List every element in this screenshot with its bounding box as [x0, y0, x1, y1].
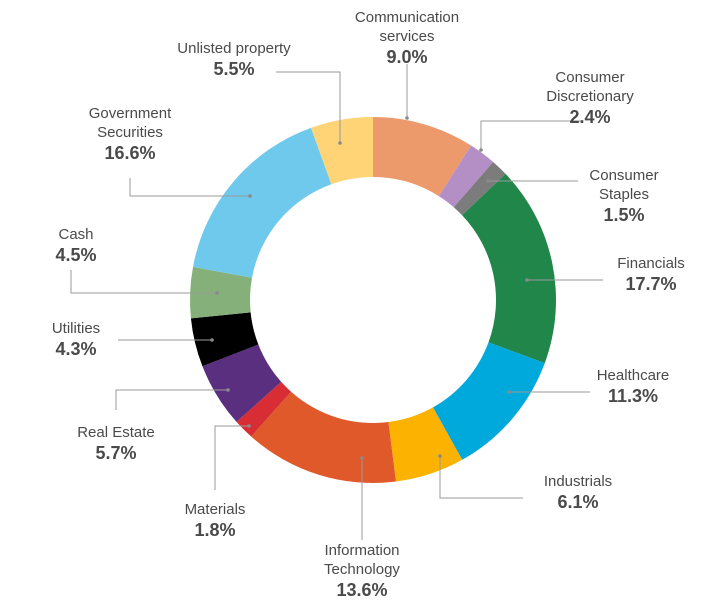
slice-label-materials: Materials	[185, 501, 246, 518]
slice-value-unlisted-property: 5.5%	[213, 59, 254, 79]
leader-dot-government-securities	[248, 194, 252, 198]
slice-label-financials: Financials	[617, 255, 685, 272]
leader-line-consumer-discretionary	[480, 120, 582, 150]
slice-utilities	[190, 312, 259, 367]
leader-dot-healthcare	[507, 390, 511, 394]
leader-lines	[70, 64, 603, 540]
leader-dot-real-estate	[226, 388, 230, 392]
slice-labels: Communication services 9.0% Consumer Discret…	[52, 9, 685, 600]
leader-line-real-estate	[115, 389, 228, 410]
slice-unlisted-property	[311, 117, 373, 185]
leader-dot-consumer-discretionary	[479, 148, 483, 152]
slice-government-securities	[193, 127, 332, 278]
slice-materials	[236, 381, 292, 437]
slice-value-information-technology: 13.6%	[336, 580, 387, 600]
slice-value-government-securities: 16.6%	[104, 143, 155, 163]
leader-dot-materials	[247, 424, 251, 428]
slice-label-consumer-staples: Staples	[599, 186, 649, 203]
slice-label-real-estate: Real Estate	[77, 424, 155, 441]
leader-line-cash	[70, 270, 217, 294]
slice-communication-services	[373, 117, 472, 197]
slice-label-consumer-discretionary: Discretionary	[546, 88, 634, 105]
leader-dot-financials	[525, 278, 529, 282]
leader-dot-information-technology	[360, 456, 364, 460]
slice-label-industrials: Industrials	[544, 473, 612, 490]
leader-dot-cash	[215, 291, 219, 295]
slice-value-healthcare: 11.3%	[608, 386, 658, 406]
slice-value-consumer-staples: 1.5%	[603, 205, 644, 225]
slice-value-industrials: 6.1%	[557, 492, 598, 512]
slice-financials	[462, 173, 556, 364]
slice-label-consumer-discretionary: Consumer	[555, 69, 624, 86]
leader-line-unlisted-property	[276, 71, 341, 143]
slice-label-information-technology: Information	[324, 542, 399, 559]
slice-label-government-securities: Securities	[97, 124, 163, 141]
slice-label-consumer-staples: Consumer	[589, 167, 658, 184]
slice-label-communication-services: services	[379, 28, 434, 45]
slice-healthcare	[432, 342, 545, 460]
slice-label-utilities: Utilities	[52, 320, 100, 337]
slice-label-healthcare: Healthcare	[597, 367, 670, 384]
leader-dot-unlisted-property	[338, 141, 342, 145]
leader-line-materials	[214, 425, 249, 490]
slice-real-estate	[202, 344, 282, 422]
donut-slices	[190, 117, 556, 483]
slice-value-communication-services: 9.0%	[386, 47, 427, 67]
slice-label-unlisted-property: Unlisted property	[177, 40, 291, 57]
slice-industrials	[388, 407, 463, 482]
slice-value-financials: 17.7%	[625, 274, 676, 294]
slice-consumer-staples	[453, 161, 506, 216]
leader-line-industrials	[439, 456, 523, 499]
slice-label-information-technology: Technology	[324, 561, 400, 578]
slice-consumer-discretionary	[438, 145, 494, 208]
slice-label-communication-services: Communication	[355, 9, 459, 26]
leader-dot-consumer-staples	[486, 179, 490, 183]
slice-information-technology	[251, 391, 396, 483]
leader-line-government-securities	[129, 178, 250, 197]
slice-value-utilities: 4.3%	[55, 339, 96, 359]
slice-label-government-securities: Government	[89, 105, 172, 122]
slice-value-consumer-discretionary: 2.4%	[569, 107, 610, 127]
leader-dot-utilities	[210, 338, 214, 342]
leader-dot-communication-services	[405, 116, 409, 120]
slice-value-cash: 4.5%	[55, 245, 96, 265]
slice-cash	[190, 266, 253, 319]
slice-value-materials: 1.8%	[194, 520, 235, 540]
slice-label-cash: Cash	[58, 226, 93, 243]
leader-dot-industrials	[438, 454, 442, 458]
slice-value-real-estate: 5.7%	[95, 443, 136, 463]
